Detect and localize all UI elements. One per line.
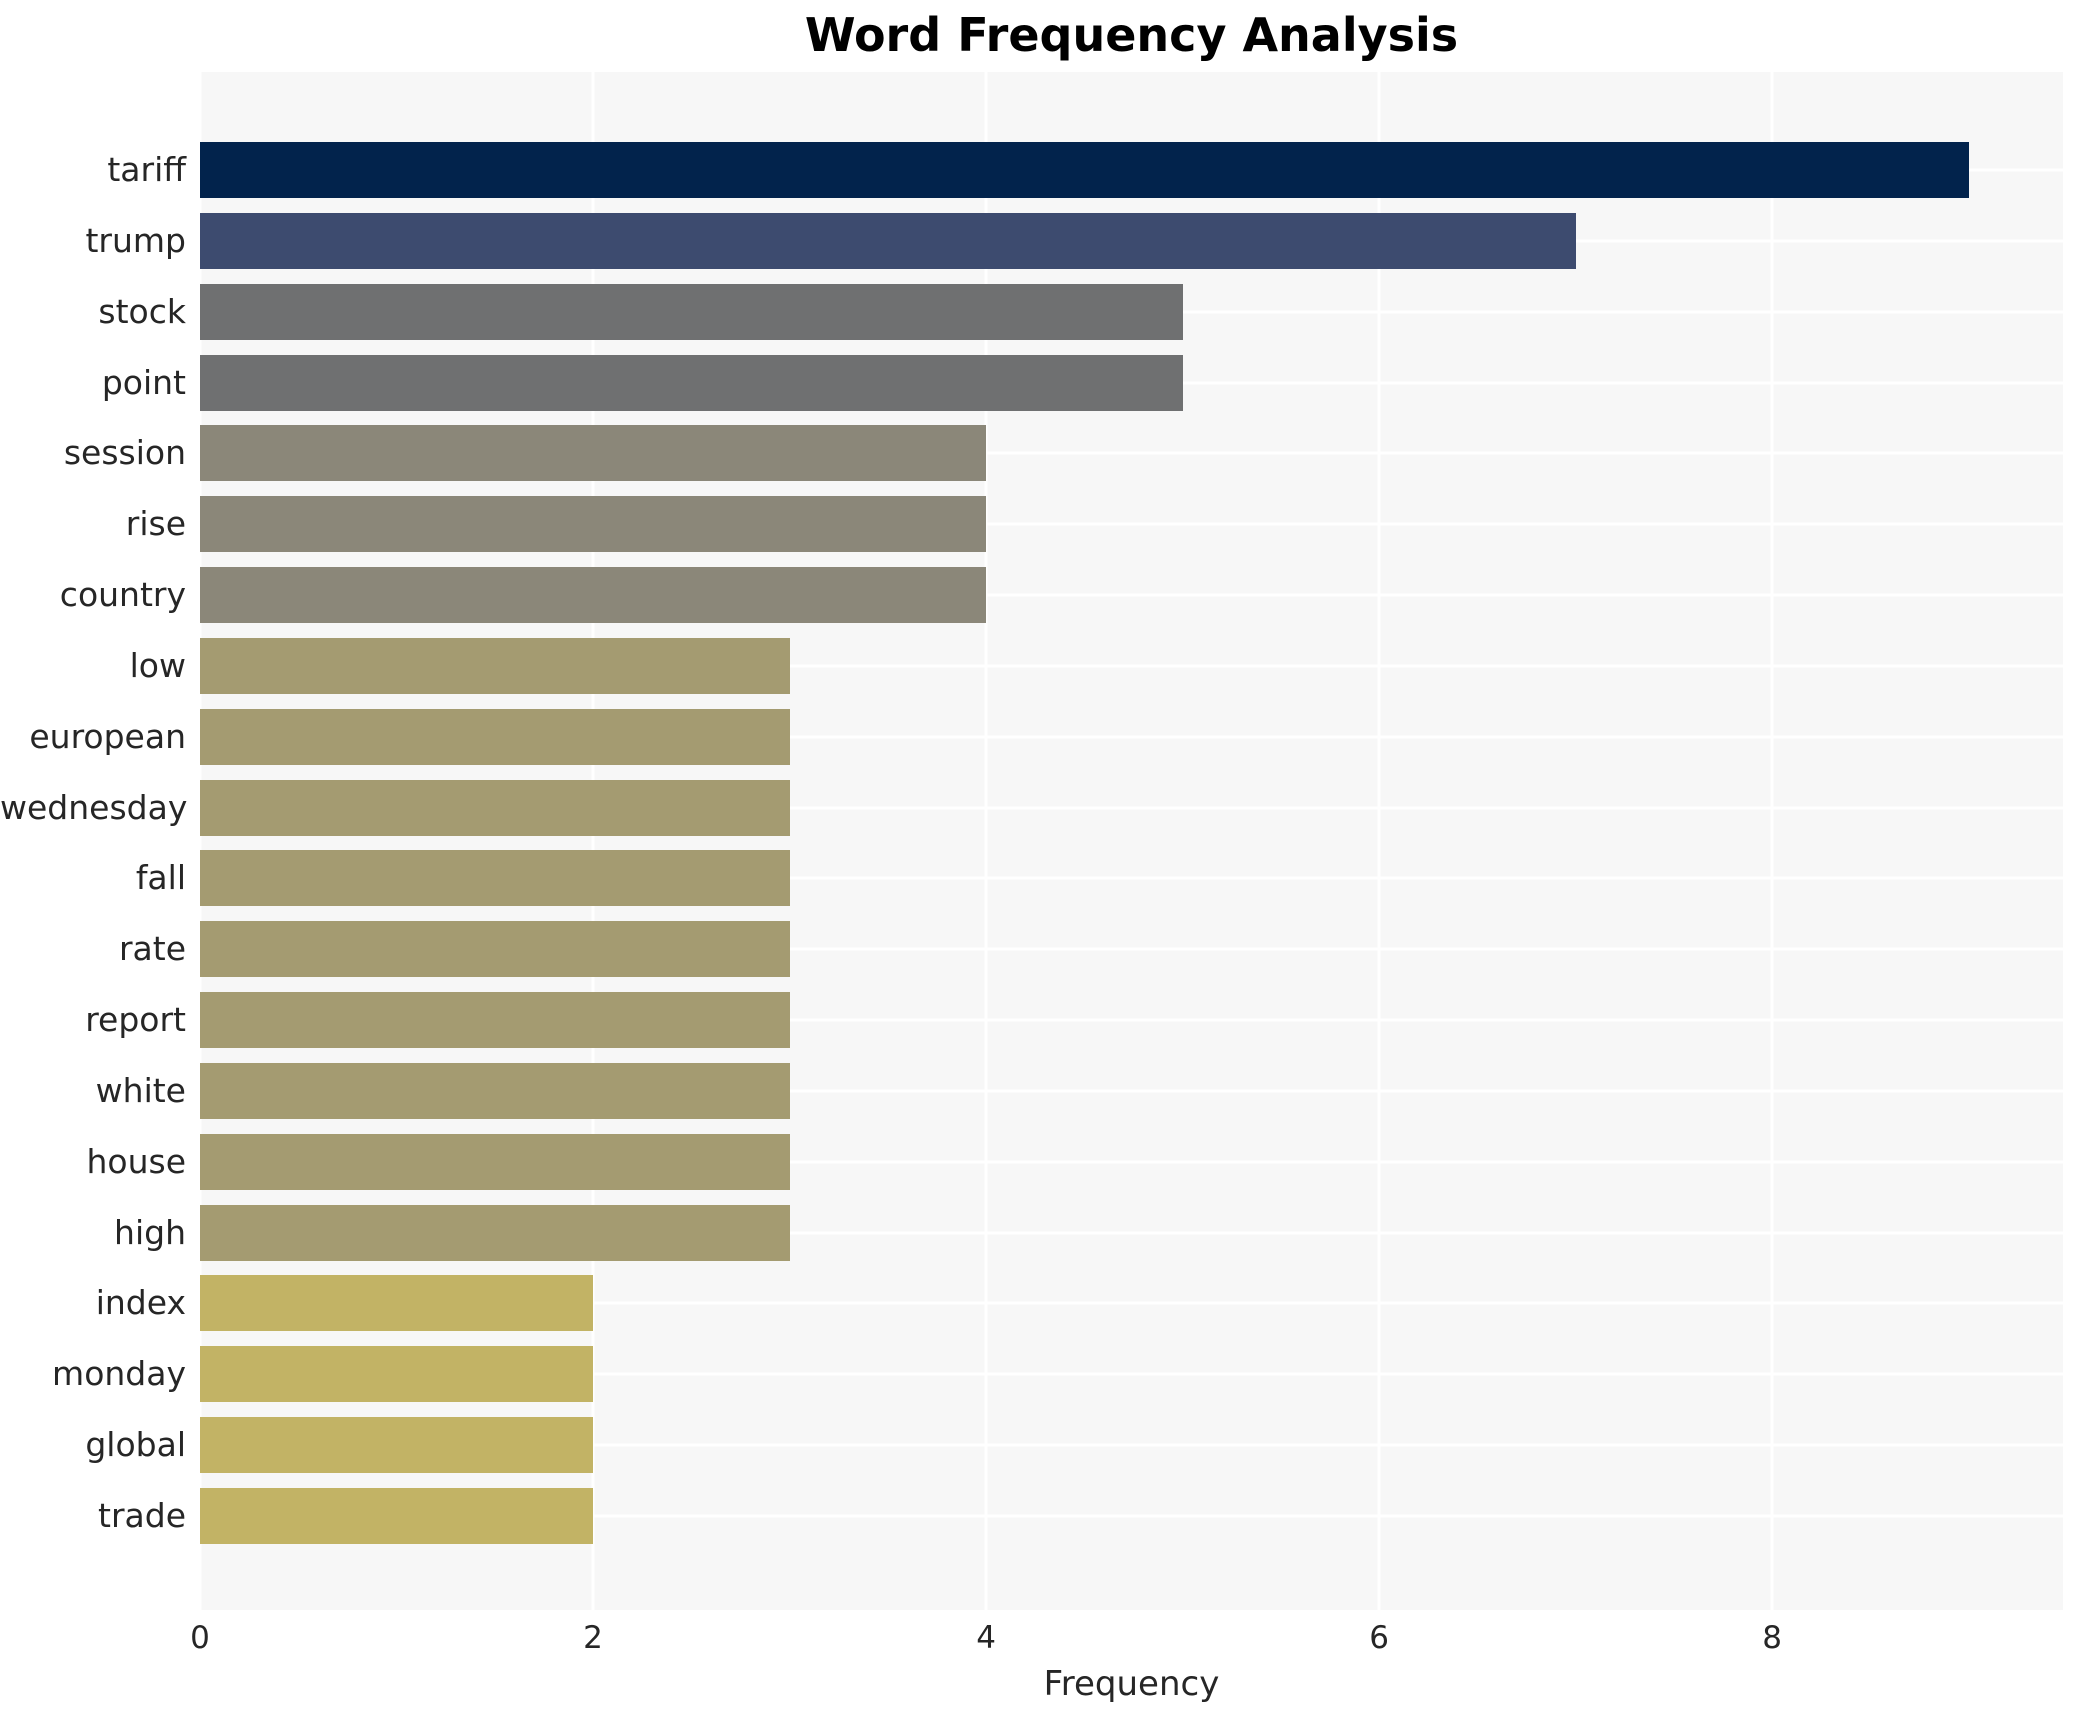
vertical-gridline	[198, 72, 202, 1610]
y-label-stock: stock	[98, 291, 186, 331]
x-axis-title: Frequency	[1043, 1664, 1220, 1704]
y-label-index: index	[95, 1283, 186, 1323]
y-label-global: global	[85, 1425, 186, 1465]
bar-white	[200, 1062, 790, 1119]
y-label-rise: rise	[125, 504, 186, 544]
bar-tariff	[200, 142, 1969, 198]
horizontal-gridline	[200, 1018, 2063, 1022]
x-tick-8: 8	[1762, 1620, 1783, 1656]
y-label-session: session	[63, 433, 186, 473]
bar-global	[200, 1417, 594, 1474]
bar-high	[200, 1204, 790, 1261]
bar-monday	[200, 1346, 594, 1403]
y-label-country: country	[59, 575, 186, 615]
y-label-wednesday: wednesday	[0, 787, 188, 827]
horizontal-gridline	[200, 1089, 2063, 1093]
bar-point	[200, 354, 1183, 411]
bar-session	[200, 425, 987, 482]
y-label-high: high	[114, 1212, 186, 1252]
horizontal-gridline	[200, 522, 2063, 526]
y-label-trade: trade	[98, 1495, 186, 1535]
bar-low	[200, 637, 790, 694]
chart-title: Word Frequency Analysis	[804, 8, 1459, 62]
horizontal-gridline	[200, 876, 2063, 880]
bar-fall	[200, 850, 790, 907]
y-label-house: house	[86, 1141, 186, 1181]
vertical-gridline	[1377, 72, 1381, 1610]
horizontal-gridline	[200, 593, 2063, 597]
y-label-tariff: tariff	[107, 150, 186, 189]
horizontal-gridline	[200, 735, 2063, 739]
x-tick-6: 6	[1369, 1620, 1389, 1656]
y-label-low: low	[129, 645, 186, 685]
bar-stock	[200, 283, 1183, 340]
horizontal-gridline	[200, 451, 2063, 455]
bar-country	[200, 567, 987, 624]
y-label-rate: rate	[118, 929, 186, 969]
bar-wednesday	[200, 779, 790, 836]
horizontal-gridline	[200, 1160, 2063, 1164]
bar-rate	[200, 921, 790, 978]
bar-european	[200, 708, 790, 765]
horizontal-gridline	[200, 1231, 2063, 1235]
y-label-monday: monday	[52, 1354, 186, 1394]
x-tick-2: 2	[583, 1620, 603, 1656]
horizontal-gridline	[200, 664, 2063, 668]
y-label-white: white	[95, 1070, 186, 1110]
horizontal-gridline	[200, 1443, 2063, 1447]
horizontal-gridline	[200, 1301, 2063, 1305]
vertical-gridline	[591, 72, 595, 1610]
horizontal-gridline	[200, 1372, 2063, 1376]
y-label-report: report	[85, 1000, 186, 1040]
vertical-gridline	[1770, 72, 1774, 1610]
horizontal-gridline	[200, 1514, 2063, 1518]
y-label-point: point	[101, 362, 186, 402]
bar-trade	[200, 1487, 594, 1544]
bar-rise	[200, 496, 987, 553]
bar-report	[200, 992, 790, 1049]
y-label-european: european	[29, 716, 186, 756]
bar-index	[200, 1275, 594, 1332]
vertical-gridline	[984, 72, 988, 1610]
plot-area	[198, 72, 2063, 1610]
y-label-trump: trump	[85, 220, 186, 260]
y-label-fall: fall	[135, 858, 186, 898]
bar-trump	[200, 212, 1576, 269]
horizontal-gridline	[200, 947, 2063, 951]
x-tick-0: 0	[190, 1620, 210, 1656]
bar-house	[200, 1133, 790, 1190]
x-tick-4: 4	[976, 1620, 996, 1656]
horizontal-gridline	[200, 806, 2063, 810]
